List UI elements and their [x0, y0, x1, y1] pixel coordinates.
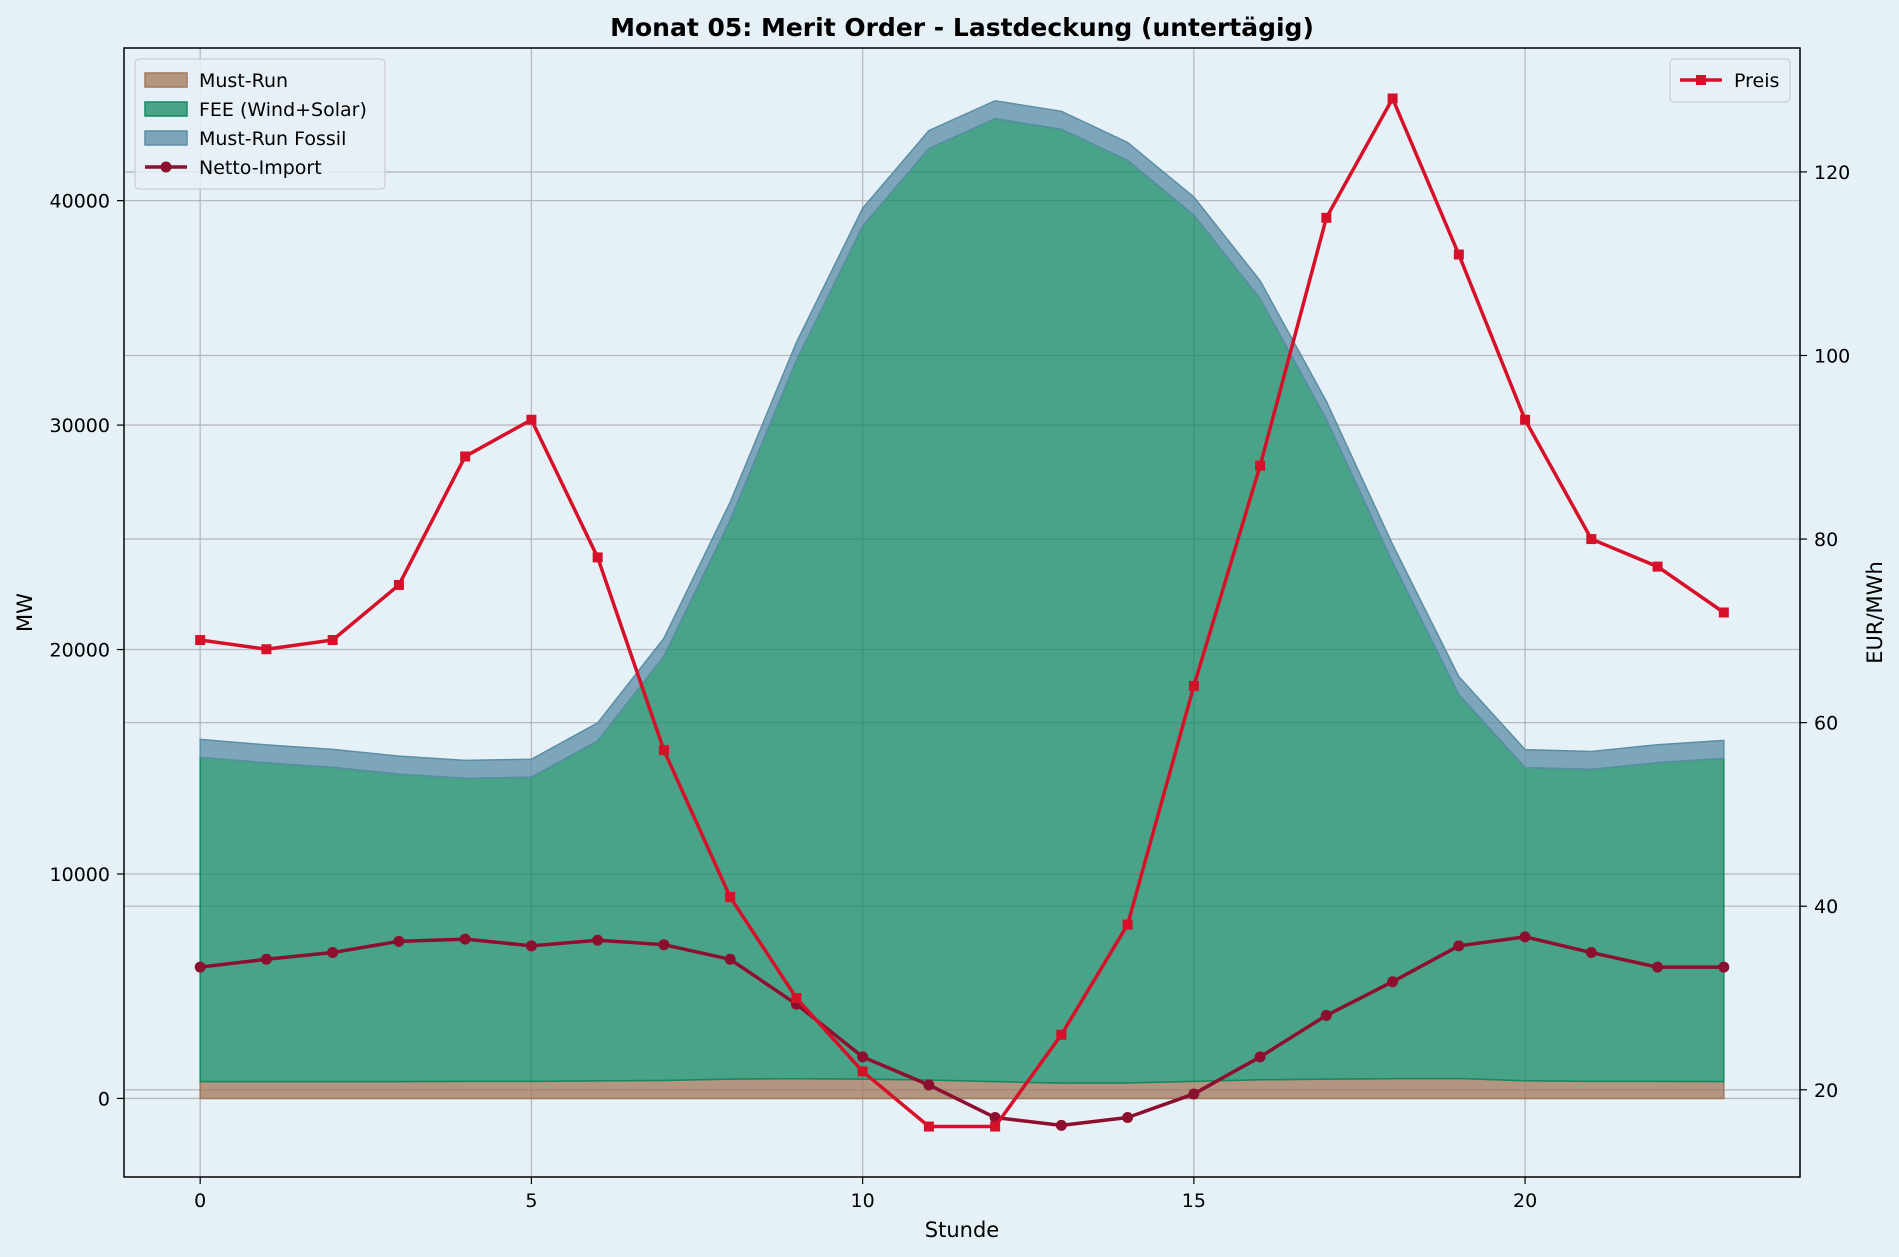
point-preis: [1520, 414, 1531, 425]
point-netto-import: [393, 935, 405, 947]
legend-swatch-fee-wind-solar: [144, 101, 188, 117]
x-tick-label: 15: [1182, 1190, 1206, 1212]
point-preis: [1321, 212, 1332, 223]
point-netto-import: [1188, 1088, 1200, 1100]
line-netto-import: [199, 935, 1724, 1128]
y2-axis-label: EUR/MWh: [1863, 561, 1887, 664]
x-tick-label: 20: [1513, 1190, 1537, 1212]
point-netto-import: [1320, 1009, 1332, 1021]
point-netto-import: [1585, 947, 1597, 959]
point-netto-import: [658, 939, 670, 951]
y2-tick-label: 120: [1814, 162, 1850, 184]
point-netto-import: [327, 947, 339, 959]
axis-layer: 0 5 10 15 20 0 10000 20000 30000 40000 20 40 60 80 100…: [50, 162, 1851, 1212]
y-tick-label: 10000: [50, 864, 110, 886]
legend-label-netto-import: Netto-Import: [199, 157, 322, 179]
point-netto-import: [459, 933, 471, 945]
point-preis: [1453, 249, 1464, 260]
point-netto-import: [857, 1051, 869, 1063]
point-netto-import: [923, 1079, 935, 1091]
legend-marker-preis: [1696, 75, 1706, 85]
legend-label-must-run-fossil: Must-Run Fossil: [199, 128, 346, 150]
legend-marker-netto-import: [160, 161, 172, 173]
point-preis: [1188, 680, 1199, 691]
point-preis: [725, 892, 736, 903]
point-preis: [1056, 1029, 1067, 1040]
point-preis: [857, 1066, 868, 1077]
point-preis: [327, 635, 338, 646]
point-preis: [1652, 561, 1663, 572]
area-must-run-fossil: [199, 99, 1725, 780]
line-layer: [194, 93, 1730, 1132]
x-tick-label: 5: [525, 1190, 537, 1212]
point-preis: [990, 1121, 1001, 1132]
y2-tick-label: 40: [1814, 896, 1838, 918]
y2-tick-label: 100: [1814, 345, 1850, 367]
point-preis: [1255, 460, 1266, 471]
legend-label-must-run: Must-Run: [199, 70, 288, 92]
chart-title: Monat 05: Merit Order - Lastdeckung (unt…: [610, 13, 1314, 42]
point-netto-import: [1519, 931, 1531, 943]
point-netto-import: [1122, 1112, 1134, 1124]
point-preis: [1122, 919, 1133, 930]
point-netto-import: [1055, 1119, 1067, 1131]
point-preis: [261, 644, 272, 655]
y-tick-label: 0: [98, 1088, 110, 1110]
line-preis: [199, 96, 1725, 1129]
point-preis: [1586, 534, 1597, 545]
legend-left: Must-Run FEE (Wind+Solar) Must-Run Fossil N…: [134, 58, 386, 190]
point-netto-import: [592, 934, 604, 946]
y2-tick-label: 80: [1814, 529, 1838, 551]
point-netto-import: [1387, 976, 1399, 988]
legend-label-fee-wind-solar: FEE (Wind+Solar): [199, 99, 367, 121]
point-netto-import: [1453, 940, 1465, 952]
y2-tick-label: 20: [1814, 1080, 1838, 1102]
plot-frame: [123, 47, 1801, 1178]
y-axis-label: MW: [13, 593, 37, 632]
point-preis: [1718, 607, 1729, 618]
y-tick-label: 40000: [50, 191, 110, 213]
y2-tick-label: 60: [1814, 713, 1838, 735]
y-tick-label: 30000: [50, 415, 110, 437]
x-tick-label: 10: [851, 1190, 875, 1212]
point-preis: [923, 1121, 934, 1132]
point-netto-import: [1652, 961, 1664, 973]
x-axis-label: Stunde: [925, 1218, 999, 1242]
point-preis: [393, 579, 404, 590]
point-netto-import: [525, 940, 537, 952]
point-netto-import: [260, 953, 272, 965]
point-preis: [526, 414, 537, 425]
point-netto-import: [1254, 1051, 1266, 1063]
legend-box: [134, 58, 386, 190]
legend-swatch-must-run-fossil: [144, 130, 188, 146]
legend-right: Preis: [1669, 58, 1791, 103]
x-tick-label: 0: [194, 1190, 206, 1212]
point-preis: [592, 552, 603, 563]
y-tick-label: 20000: [50, 640, 110, 662]
legend-swatch-must-run: [144, 72, 188, 88]
legend-box: [1669, 58, 1791, 103]
point-preis: [460, 451, 471, 462]
point-netto-import: [194, 961, 206, 973]
legend-label-preis: Preis: [1734, 70, 1779, 92]
area-layer: [199, 99, 1725, 1100]
point-preis: [195, 635, 206, 646]
point-netto-import: [724, 953, 736, 965]
point-preis: [1387, 93, 1398, 104]
point-preis: [658, 745, 669, 756]
point-preis: [791, 993, 802, 1004]
point-netto-import: [1718, 961, 1730, 973]
